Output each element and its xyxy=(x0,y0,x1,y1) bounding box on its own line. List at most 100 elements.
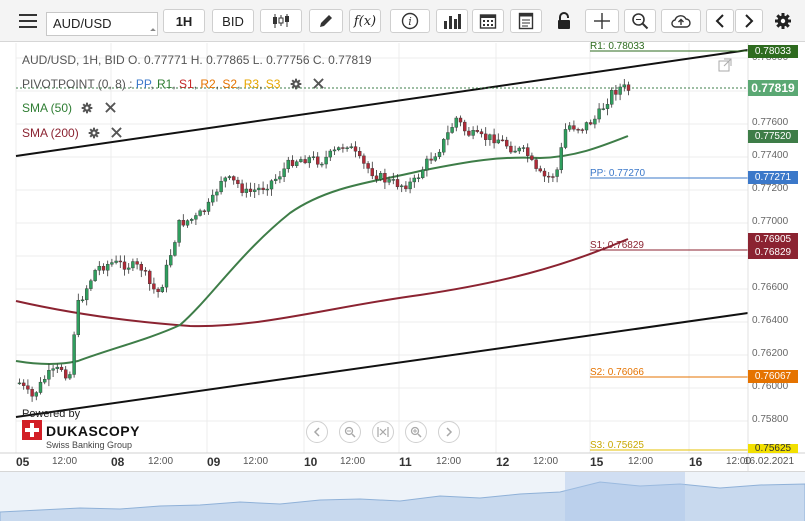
candle-body xyxy=(559,147,563,170)
sma50-line xyxy=(15,135,629,365)
candle-body xyxy=(496,139,500,144)
candle-body xyxy=(274,178,278,181)
timeframe-selector[interactable]: 1H xyxy=(163,9,205,33)
candle-body xyxy=(374,175,379,180)
candle-body xyxy=(517,147,521,152)
channel-lower-line[interactable] xyxy=(15,312,749,418)
candle-body xyxy=(311,156,316,158)
candle-body xyxy=(320,163,324,166)
zoom-icon[interactable] xyxy=(624,9,656,33)
candle-body xyxy=(475,130,479,132)
time-axis-label: 12:00 xyxy=(726,456,752,467)
candle-body xyxy=(236,179,240,184)
price-axis-label: 0.77400 xyxy=(752,150,789,161)
document-icon[interactable] xyxy=(510,9,542,33)
time-axis-label: 11 xyxy=(399,455,412,469)
calendar-icon[interactable] xyxy=(472,9,504,33)
brand-text: DUKASCOPY xyxy=(46,423,140,439)
candle-body xyxy=(421,169,425,178)
candle-body xyxy=(454,117,458,128)
hamburger-icon[interactable] xyxy=(14,9,42,33)
fit-chart-button[interactable] xyxy=(372,421,394,443)
candle-body xyxy=(605,104,610,109)
s1-pivot-label: S1: 0.76829 xyxy=(590,240,644,251)
candle-body xyxy=(135,261,139,265)
channel-upper-line[interactable] xyxy=(15,49,749,157)
candle-body xyxy=(164,264,169,288)
candle-body xyxy=(622,84,626,88)
candle-body xyxy=(303,159,307,164)
candle-body xyxy=(572,125,576,130)
sma200-legend: SMA (200) xyxy=(22,126,123,140)
price-chart[interactable] xyxy=(0,43,805,471)
candle-body xyxy=(198,210,202,216)
scroll-left-button[interactable] xyxy=(306,421,328,443)
candle-body xyxy=(316,156,320,165)
zoom-out-button[interactable] xyxy=(339,421,361,443)
arrow-left-icon[interactable] xyxy=(706,9,734,33)
candle-body xyxy=(446,132,450,140)
function-icon[interactable]: f(x) xyxy=(349,9,381,33)
candle-body xyxy=(80,299,85,302)
candle-body xyxy=(290,159,295,166)
info-icon[interactable]: i xyxy=(390,9,430,33)
candle-body xyxy=(22,382,26,386)
candle-body xyxy=(597,108,601,120)
candle-body xyxy=(76,299,81,335)
pivot-r2-label: R2 xyxy=(200,77,216,91)
pencil-icon[interactable] xyxy=(309,9,343,33)
sma200-remove-close-icon[interactable] xyxy=(111,127,123,138)
candle-body xyxy=(143,270,148,272)
candle-body xyxy=(601,108,605,110)
candle-body xyxy=(89,280,93,289)
candle-body xyxy=(484,133,488,140)
candle-body xyxy=(181,220,186,226)
pivot-settings-gear-icon[interactable] xyxy=(290,78,302,90)
candle-body xyxy=(450,127,454,133)
symbol-selector[interactable]: AUD/USD xyxy=(46,12,158,36)
sma50-remove-close-icon[interactable] xyxy=(104,102,116,113)
price-axis-label: 0.76600 xyxy=(752,282,789,293)
price-axis-label: 0.77000 xyxy=(752,216,789,227)
expand-icon[interactable] xyxy=(716,56,734,74)
candle-body xyxy=(328,150,332,158)
chart-navigator[interactable] xyxy=(0,471,805,521)
candle-body xyxy=(614,89,618,95)
time-axis-label: 12:00 xyxy=(148,456,174,467)
candle-body xyxy=(223,177,228,182)
price-side-selector[interactable]: BID xyxy=(212,9,254,33)
bar-chart-icon[interactable] xyxy=(436,9,468,33)
candle-body xyxy=(467,130,471,136)
lock-icon[interactable] xyxy=(548,9,580,33)
zoom-in-button[interactable] xyxy=(405,421,427,443)
pivot-s3-label: S3 xyxy=(265,77,281,91)
candle-body xyxy=(370,168,374,177)
candle-body xyxy=(366,163,370,169)
candle-body xyxy=(551,176,555,178)
navigator-window[interactable] xyxy=(565,472,685,521)
pivot-name: PIVOTPOINT (0, 8) xyxy=(22,77,126,91)
pivot-remove-close-icon[interactable] xyxy=(313,78,324,89)
time-axis-label: 08 xyxy=(111,455,125,469)
scroll-right-button[interactable] xyxy=(438,421,460,443)
candle-body xyxy=(231,176,236,181)
candlestick-icon[interactable] xyxy=(260,9,302,33)
candle-body xyxy=(555,169,559,177)
candlestick-series[interactable] xyxy=(17,78,631,402)
s1-price-tag: 0.76829 xyxy=(748,246,798,259)
pivot-sep: : xyxy=(129,77,133,91)
candle-body xyxy=(400,185,404,188)
candle-body xyxy=(126,267,131,270)
chart-area[interactable]: AUD/USD, 1H, BID O. 0.77771 H. 0.77865 L… xyxy=(0,41,805,521)
pivot-legend: PIVOTPOINT (0, 8) : PP, R1, S1, R2, S2, … xyxy=(22,77,324,91)
candle-body xyxy=(547,175,551,178)
sma50-settings-gear-icon[interactable] xyxy=(81,102,93,114)
gear-icon[interactable] xyxy=(770,9,796,33)
sma200-settings-gear-icon[interactable] xyxy=(88,127,100,139)
candle-body xyxy=(505,139,509,147)
candle-body xyxy=(105,264,110,271)
cloud-upload-icon[interactable] xyxy=(661,9,701,33)
crosshair-icon[interactable] xyxy=(585,9,619,33)
arrow-right-icon[interactable] xyxy=(735,9,763,33)
candle-body xyxy=(526,147,530,156)
